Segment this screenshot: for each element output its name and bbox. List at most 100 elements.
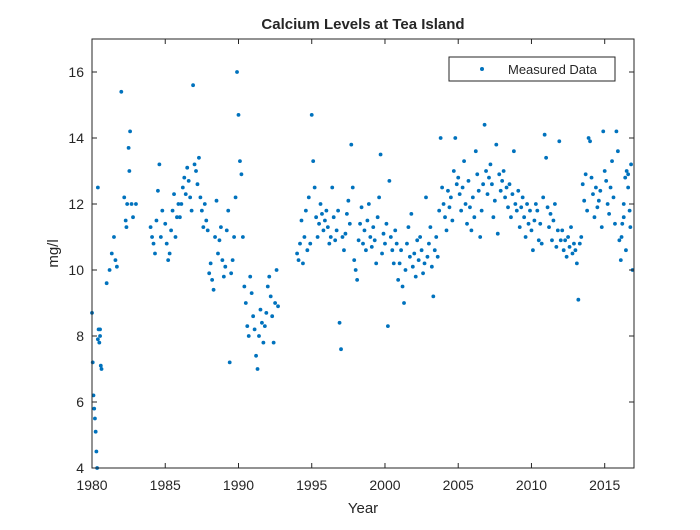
data-point (342, 248, 346, 253)
data-point (109, 251, 114, 256)
data-point (240, 235, 245, 239)
data-point (124, 225, 129, 230)
data-point (126, 146, 131, 150)
data-point (447, 205, 452, 210)
data-point (544, 155, 549, 160)
data-point (554, 245, 559, 249)
data-point (428, 225, 433, 230)
data-point (98, 334, 102, 338)
data-point (276, 304, 280, 309)
data-point (388, 235, 393, 239)
data-point (451, 169, 456, 173)
data-point (608, 185, 613, 190)
data-point (229, 271, 234, 276)
data-point (207, 271, 212, 276)
x-tick-label: 2005 (443, 477, 474, 493)
data-point (400, 284, 405, 289)
data-point (154, 218, 159, 223)
data-point (596, 198, 601, 203)
data-point (129, 202, 134, 206)
data-point (501, 169, 506, 173)
data-point (183, 192, 188, 197)
data-point (328, 235, 333, 239)
data-point (598, 188, 603, 193)
data-point (324, 208, 329, 213)
data-point (425, 254, 430, 259)
data-point (528, 208, 532, 213)
data-point (450, 218, 455, 223)
data-point (182, 175, 187, 180)
data-point (93, 429, 98, 434)
legend-marker (480, 67, 484, 71)
data-point (369, 245, 374, 249)
data-point (227, 360, 232, 365)
data-point (561, 248, 566, 253)
data-point (148, 225, 153, 230)
data-point (548, 212, 553, 216)
data-point (613, 221, 617, 226)
data-point (347, 221, 352, 226)
data-point (189, 208, 194, 213)
data-point (216, 251, 220, 256)
data-point (249, 291, 254, 295)
data-point (591, 192, 595, 197)
data-point (487, 175, 491, 180)
data-point (589, 175, 594, 180)
data-point (626, 185, 631, 190)
data-point (344, 212, 349, 216)
data-point (393, 228, 398, 233)
data-point (186, 179, 191, 183)
data-point (302, 235, 307, 239)
data-point (555, 228, 560, 233)
data-point (595, 205, 600, 210)
data-point (413, 274, 418, 279)
data-point (412, 251, 417, 256)
data-point (440, 185, 444, 190)
data-point (318, 202, 323, 206)
data-point (320, 212, 324, 216)
data-point (482, 122, 487, 127)
data-point (517, 225, 522, 230)
data-point (390, 248, 395, 253)
data-point (377, 195, 382, 200)
data-point (264, 311, 269, 315)
data-point (365, 218, 370, 223)
data-point (533, 202, 538, 206)
data-point (362, 228, 367, 233)
data-point (312, 185, 317, 190)
data-point (381, 231, 386, 236)
data-point (387, 179, 392, 183)
data-point (92, 406, 97, 411)
data-point (580, 182, 585, 187)
data-point (498, 188, 503, 193)
data-point (194, 169, 198, 173)
data-point (384, 221, 389, 226)
data-point (488, 162, 493, 167)
data-point (123, 218, 128, 223)
data-point (375, 215, 380, 220)
data-point (432, 248, 437, 253)
data-point (340, 235, 345, 239)
data-point (163, 221, 168, 226)
x-tick-label: 2010 (516, 477, 547, 493)
data-point (197, 155, 201, 160)
data-point (623, 175, 628, 180)
data-point (529, 228, 534, 233)
data-point (254, 353, 258, 358)
data-point (621, 202, 626, 206)
data-point (170, 208, 175, 213)
data-point (327, 241, 332, 246)
data-point (409, 212, 414, 216)
data-point (545, 205, 550, 210)
data-point (601, 129, 606, 134)
data-point (374, 261, 379, 266)
data-point (349, 142, 354, 147)
data-point (104, 281, 109, 286)
data-point (435, 254, 440, 259)
data-point (421, 271, 425, 276)
data-point (611, 195, 616, 200)
data-point (494, 142, 499, 147)
data-point (618, 258, 623, 262)
x-tick-label: 2015 (589, 477, 620, 493)
data-point (125, 202, 130, 206)
